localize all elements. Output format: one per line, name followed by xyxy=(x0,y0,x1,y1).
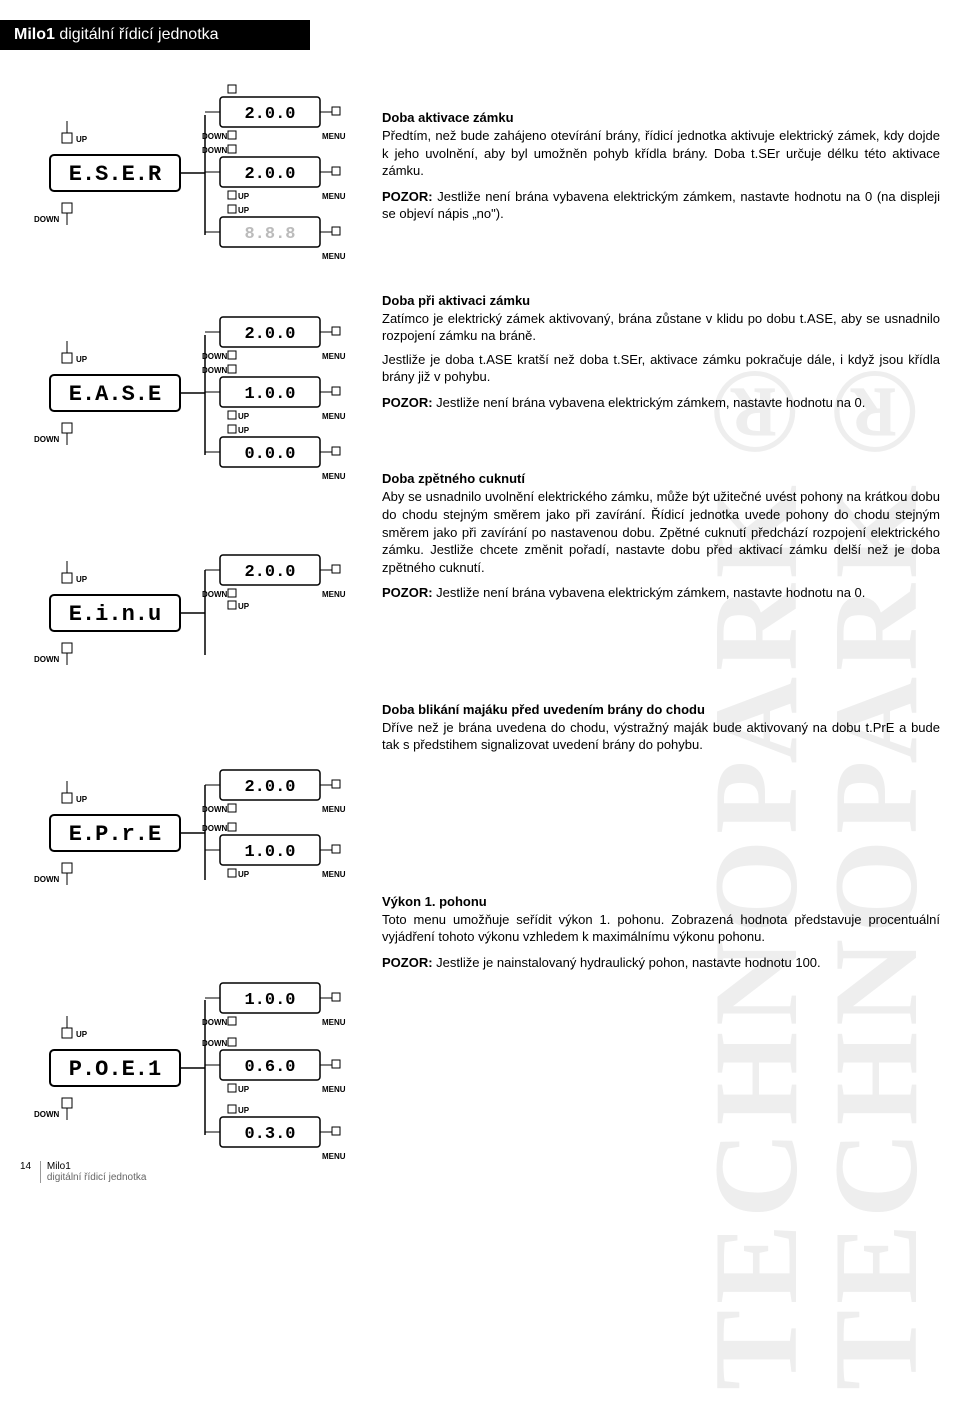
svg-text:0.3.0: 0.3.0 xyxy=(244,1125,295,1144)
svg-text:DOWN: DOWN xyxy=(34,655,60,664)
svg-text:MENU: MENU xyxy=(322,1152,346,1161)
svg-text:0.0.0: 0.0.0 xyxy=(244,445,295,464)
svg-text:MENU: MENU xyxy=(322,1018,346,1027)
section-title: Výkon 1. pohonu xyxy=(382,894,940,909)
svg-text:MENU: MENU xyxy=(322,412,346,421)
svg-text:UP: UP xyxy=(238,412,250,421)
svg-text:UP: UP xyxy=(238,870,250,879)
svg-text:MENU: MENU xyxy=(322,252,346,261)
svg-text:MENU: MENU xyxy=(322,805,346,814)
svg-text:UP: UP xyxy=(238,1085,250,1094)
header-bold: Milo1 xyxy=(14,26,55,43)
footer-subtitle: digitální řídicí jednotka xyxy=(47,1172,147,1183)
page-footer: 14 Milo1 digitální řídicí jednotka xyxy=(20,1161,146,1183)
diagram-4: E.P.r.E UP DOWN 2.0.0 MENU DOWN xyxy=(20,745,370,925)
footer-title: Milo1 xyxy=(47,1161,71,1172)
svg-text:2.0.0: 2.0.0 xyxy=(244,778,295,797)
svg-text:MENU: MENU xyxy=(322,192,346,201)
svg-text:DOWN: DOWN xyxy=(202,805,228,814)
svg-text:DOWN: DOWN xyxy=(34,1110,60,1119)
section-body: Aby se usnadnilo uvolnění elektrického z… xyxy=(382,488,940,576)
svg-text:UP: UP xyxy=(76,355,88,364)
section-title: Doba aktivace zámku xyxy=(382,110,940,125)
svg-text:DOWN: DOWN xyxy=(202,352,228,361)
svg-text:DOWN: DOWN xyxy=(34,875,60,884)
section-body2: Jestliže je doba t.ASE kratší než doba t… xyxy=(382,351,940,386)
section-notice: POZOR: Jestliže není brána vybavena elek… xyxy=(382,394,940,412)
section-notice: POZOR: Jestliže není brána vybavena elek… xyxy=(382,584,940,602)
diagram-1: E.S.E.R UP DOWN 2.0.0 xyxy=(20,75,370,275)
page-number: 14 xyxy=(20,1161,31,1172)
diagram-2: E.A.S.E UP DOWN 2.0.0 MENU DOWN xyxy=(20,295,370,495)
section-notice: POZOR: Jestliže není brána vybavena elek… xyxy=(382,188,940,223)
svg-text:MENU: MENU xyxy=(322,352,346,361)
diagrams-column: E.S.E.R UP DOWN 2.0.0 xyxy=(20,50,370,1195)
diagram-3: E.i.n.u UP DOWN 2.0.0 MENU DOWN xyxy=(20,515,370,695)
lcd-sub-mid: 2.0.0 xyxy=(244,165,295,184)
svg-text:DOWN: DOWN xyxy=(202,590,228,599)
section-body: Zatímco je elektrický zámek aktivovaný, … xyxy=(382,310,940,345)
down-label: DOWN xyxy=(34,215,60,224)
section-body: Toto menu umožňuje seřídit výkon 1. poho… xyxy=(382,911,940,946)
up-label: UP xyxy=(76,135,88,144)
section-4: Doba blikání majáku před uvedením brány … xyxy=(382,702,940,754)
section-notice: POZOR: Jestliže je nainstalovaný hydraul… xyxy=(382,954,940,972)
svg-text:DOWN: DOWN xyxy=(202,824,228,833)
svg-text:UP: UP xyxy=(238,1106,250,1115)
svg-text:P.O.E.1: P.O.E.1 xyxy=(69,1057,161,1082)
svg-text:1.0.0: 1.0.0 xyxy=(244,991,295,1010)
svg-text:1.0.0: 1.0.0 xyxy=(244,385,295,404)
svg-text:MENU: MENU xyxy=(322,870,346,879)
svg-text:UP: UP xyxy=(76,1030,88,1039)
page-header: Milo1 digitální řídicí jednotka xyxy=(0,20,310,50)
header-rest: digitální řídicí jednotka xyxy=(55,26,219,43)
svg-text:DOWN: DOWN xyxy=(202,132,228,141)
section-5: Výkon 1. pohonu Toto menu umožňuje seříd… xyxy=(382,894,940,972)
svg-text:2.0.0: 2.0.0 xyxy=(244,325,295,344)
lcd-main: E.A.S.E xyxy=(69,382,161,407)
svg-text:E.P.r.E: E.P.r.E xyxy=(69,822,161,847)
svg-text:UP: UP xyxy=(238,426,250,435)
svg-text:1.0.0: 1.0.0 xyxy=(244,843,295,862)
page-content: Milo1 digitální řídicí jednotka E.S.E.R … xyxy=(0,20,960,1195)
section-title: Doba blikání majáku před uvedením brány … xyxy=(382,702,940,717)
svg-text:E.i.n.u: E.i.n.u xyxy=(69,602,161,627)
svg-text:UP: UP xyxy=(238,602,250,611)
svg-text:0.6.0: 0.6.0 xyxy=(244,1058,295,1077)
section-body: Předtím, než bude zahájeno otevírání brá… xyxy=(382,127,940,180)
svg-text:MENU: MENU xyxy=(322,590,346,599)
svg-text:DOWN: DOWN xyxy=(202,1018,228,1027)
section-1: Doba aktivace zámku Předtím, než bude za… xyxy=(382,110,940,223)
section-title: Doba při aktivaci zámku xyxy=(382,293,940,308)
svg-text:MENU: MENU xyxy=(322,1085,346,1094)
section-2: Doba při aktivaci zámku Zatímco je elekt… xyxy=(382,293,940,412)
svg-text:DOWN: DOWN xyxy=(202,366,228,375)
svg-text:DOWN: DOWN xyxy=(34,435,60,444)
svg-text:DOWN: DOWN xyxy=(202,146,228,155)
svg-text:UP: UP xyxy=(76,795,88,804)
svg-text:UP: UP xyxy=(76,575,88,584)
svg-text:UP: UP xyxy=(238,206,250,215)
section-body: Dříve než je brána uvedena do chodu, výs… xyxy=(382,719,940,754)
svg-text:UP: UP xyxy=(238,192,250,201)
svg-text:DOWN: DOWN xyxy=(202,1039,228,1048)
svg-text:MENU: MENU xyxy=(322,472,346,481)
section-3: Doba zpětného cuknutí Aby se usnadnilo u… xyxy=(382,471,940,601)
text-column: Doba aktivace zámku Předtím, než bude za… xyxy=(370,50,940,1195)
menu-label: MENU xyxy=(322,132,346,141)
lcd-sub-top: 2.0.0 xyxy=(244,105,295,124)
svg-text:8.8.8: 8.8.8 xyxy=(244,225,295,244)
lcd-main: E.S.E.R xyxy=(69,162,162,187)
svg-text:2.0.0: 2.0.0 xyxy=(244,563,295,582)
section-title: Doba zpětného cuknutí xyxy=(382,471,940,486)
diagram-5: P.O.E.1 UP DOWN 1.0.0 MENU DOWN xyxy=(20,965,370,1175)
